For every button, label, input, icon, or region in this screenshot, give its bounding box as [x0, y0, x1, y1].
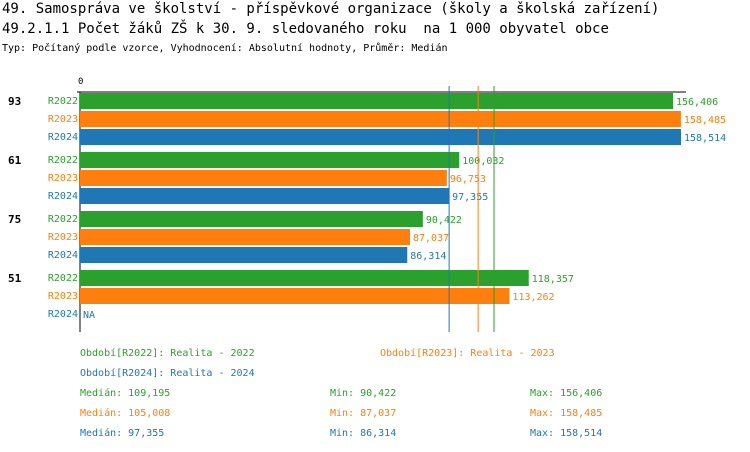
min-stat: Min: 90,422 [330, 388, 397, 399]
legend-item: Období[R2022]: Realita - 2022 [80, 348, 255, 359]
series-label: R2024 [48, 191, 78, 202]
bar [80, 211, 423, 227]
series-label: R2023 [48, 291, 78, 302]
data-label: 158,514 [684, 133, 726, 144]
series-label: R2023 [48, 173, 78, 184]
max-stat: Max: 156,406 [530, 388, 603, 399]
legend-item: Období[R2023]: Realita - 2023 [380, 348, 555, 359]
page-title: 49. Samospráva ve školství - příspěvkové… [2, 1, 660, 17]
data-label: 156,406 [676, 97, 718, 108]
max-stat: Max: 158,514 [530, 428, 603, 439]
category-label: 93 [8, 95, 21, 108]
series-label: R2023 [48, 114, 78, 125]
data-label: 90,422 [426, 215, 462, 226]
median-stat: Medián: 109,195 [80, 388, 171, 399]
series-label: R2024 [48, 132, 78, 143]
data-label: 118,357 [532, 274, 574, 285]
data-label: 96,753 [450, 174, 486, 185]
series-label: R2024 [48, 309, 78, 320]
bar [80, 229, 410, 245]
data-label: 158,485 [684, 115, 726, 126]
series-label: R2023 [48, 232, 78, 243]
data-label: 113,262 [512, 292, 554, 303]
axis-tick-label: 0 [78, 77, 83, 87]
bar [80, 247, 408, 263]
bar [80, 270, 529, 286]
series-label: R2022 [48, 155, 78, 166]
series-label: R2022 [48, 96, 78, 107]
category-label: 51 [8, 272, 22, 285]
median-stat: Medián: 97,355 [80, 428, 165, 439]
max-stat: Max: 158,485 [530, 408, 603, 419]
data-label: 97,355 [452, 192, 488, 203]
bar [80, 170, 447, 186]
series-label: R2022 [48, 214, 78, 225]
median-stat: Medián: 105,008 [80, 408, 171, 419]
type-line: Typ: Počítaný podle vzorce, Vyhodnocení:… [2, 43, 448, 54]
bar [80, 152, 460, 168]
bar [80, 129, 681, 145]
series-label: R2022 [48, 273, 78, 284]
bar [80, 111, 681, 127]
bar [80, 93, 674, 109]
category-label: 61 [8, 154, 22, 167]
data-label: 86,314 [410, 251, 446, 262]
legend-item: Období[R2024]: Realita - 2024 [80, 368, 255, 379]
data-label: 100,032 [462, 156, 504, 167]
indicator-title: 49.2.1.1 Počet žáků ZŠ k 30. 9. sledovan… [2, 21, 609, 37]
category-label: 75 [8, 213, 21, 226]
data-label: NA [83, 310, 95, 321]
min-stat: Min: 87,037 [330, 408, 397, 419]
min-stat: Min: 86,314 [330, 428, 397, 439]
series-label: R2024 [48, 250, 78, 261]
data-label: 87,037 [413, 233, 449, 244]
bar [80, 288, 510, 304]
bar [80, 188, 450, 204]
